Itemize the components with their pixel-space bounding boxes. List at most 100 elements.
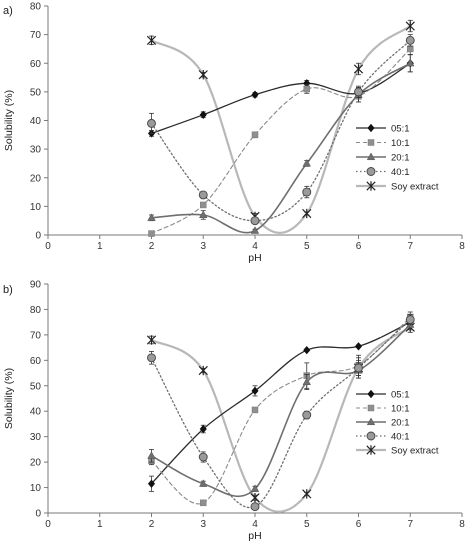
- y-tick-label: 70: [30, 330, 42, 341]
- legend-item: 10:1: [356, 138, 410, 149]
- data-point-05-1: [199, 424, 207, 434]
- data-point-soy-extract: [198, 70, 208, 80]
- y-axis-label: Solubility (%): [3, 90, 15, 151]
- data-point-05-1: [251, 90, 259, 100]
- data-point-10-1: [407, 45, 414, 53]
- legend-marker: [367, 139, 375, 146]
- legend-item: Soy extract: [356, 181, 439, 193]
- x-tick-label: 3: [200, 519, 206, 530]
- legend-label: Soy extract: [391, 446, 439, 457]
- y-tick-label: 20: [30, 173, 42, 184]
- data-point-20-1: [250, 484, 260, 492]
- y-tick-label: 60: [30, 59, 42, 70]
- data-point-soy-extract: [302, 489, 312, 499]
- x-tick-label: 2: [149, 519, 155, 530]
- data-point-10-1: [303, 85, 310, 93]
- legend-marker: [366, 417, 376, 426]
- y-tick-label: 30: [30, 145, 42, 156]
- y-tick-label: 70: [30, 30, 42, 41]
- y-tick-label: 20: [30, 458, 42, 469]
- y-tick-label: 50: [30, 381, 42, 392]
- x-tick-label: 4: [252, 241, 258, 252]
- legend: 05:1 10:1 20:1 40:1 Soy extract: [356, 390, 439, 457]
- data-point-40-1: [354, 87, 363, 97]
- y-tick-label: 80: [30, 305, 42, 316]
- x-tick-label: 8: [459, 241, 465, 252]
- y-tick-label: 40: [30, 407, 42, 418]
- data-point-40-1: [405, 35, 415, 45]
- data-point-20-1: [199, 479, 208, 487]
- x-tick-label: 6: [356, 241, 362, 252]
- legend-item: 05:1: [356, 124, 410, 135]
- data-point-soy-extract: [146, 335, 157, 345]
- y-tick-label: 10: [30, 202, 42, 213]
- legend-item: 05:1: [356, 390, 410, 401]
- panel-label: b): [3, 284, 13, 296]
- data-point-10-1: [148, 230, 155, 237]
- legend-label: 40:1: [391, 167, 410, 178]
- x-tick-label: 0: [45, 241, 51, 252]
- legend-item: Soy extract: [356, 445, 439, 457]
- y-tick-label: 10: [30, 483, 42, 494]
- y-axis-label: Solubility (%): [3, 368, 15, 429]
- data-point-05-1: [303, 345, 311, 355]
- series-line-05-1: [150, 321, 411, 485]
- x-tick-label: 5: [304, 519, 310, 530]
- legend-label: 05:1: [391, 124, 410, 135]
- x-tick-label: 7: [407, 241, 413, 252]
- legend-item: 10:1: [356, 404, 410, 415]
- data-point-05-1: [199, 110, 207, 120]
- data-point-soy-extract: [198, 365, 208, 376]
- legend-marker: [367, 389, 375, 399]
- data-point-10-1: [251, 406, 259, 414]
- data-point-10-1: [200, 201, 207, 209]
- data-point-40-1: [147, 118, 156, 128]
- y-tick-label: 0: [35, 231, 41, 242]
- data-point-40-1: [354, 363, 363, 373]
- x-tick-label: 2: [149, 241, 155, 252]
- legend: 05:1 10:1 20:1 40:1 Soy extract: [356, 124, 439, 193]
- data-point-soy-extract: [146, 35, 157, 46]
- x-tick-label: 0: [45, 519, 51, 530]
- x-tick-label: 5: [304, 241, 310, 252]
- x-tick-label: 6: [356, 519, 362, 530]
- y-tick-label: 80: [30, 2, 42, 13]
- data-point-10-1: [200, 499, 207, 507]
- legend-label: 05:1: [391, 390, 410, 401]
- data-point-40-1: [302, 187, 312, 197]
- data-point-20-1: [302, 158, 311, 167]
- data-point-20-1: [147, 451, 156, 459]
- data-point-05-1: [251, 386, 259, 396]
- data-point-05-1: [354, 342, 363, 351]
- legend-marker: [366, 445, 376, 455]
- data-point-40-1: [405, 315, 415, 325]
- data-point-20-1: [250, 226, 260, 234]
- y-tick-label: 60: [30, 356, 42, 367]
- data-point-40-1: [147, 353, 156, 363]
- data-point-05-1: [147, 479, 156, 489]
- legend-marker: [366, 152, 376, 161]
- data-point-soy-extract: [405, 21, 415, 31]
- legend-label: 10:1: [391, 404, 410, 415]
- legend-item: 20:1: [356, 152, 410, 164]
- data-point-20-1: [406, 58, 415, 67]
- x-tick-label: 8: [459, 519, 465, 530]
- data-point-40-1: [198, 190, 208, 200]
- data-point-20-1: [302, 377, 311, 386]
- legend-marker: [367, 123, 375, 133]
- x-axis-label: pH: [248, 252, 261, 264]
- y-tick-label: 40: [30, 116, 42, 127]
- x-tick-label: 1: [97, 519, 103, 530]
- legend-item: 40:1: [356, 167, 410, 178]
- legend-marker: [366, 431, 376, 441]
- y-tick-label: 30: [30, 432, 42, 443]
- data-point-soy-extract: [302, 208, 312, 219]
- legend-marker: [367, 404, 375, 412]
- legend-marker: [366, 181, 376, 191]
- series-line-40-1: [150, 39, 411, 222]
- legend-label: 20:1: [391, 418, 410, 429]
- data-point-soy-extract: [353, 64, 364, 74]
- legend-label: 20:1: [391, 153, 410, 164]
- data-point-40-1: [250, 502, 260, 512]
